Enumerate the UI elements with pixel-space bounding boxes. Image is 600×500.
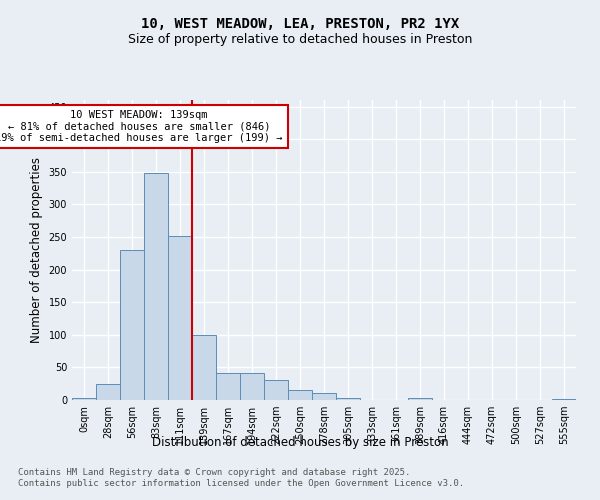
Bar: [552, 398, 576, 400]
Bar: [72, 398, 96, 400]
Bar: [312, 393, 336, 400]
Bar: [96, 384, 120, 400]
Bar: [264, 380, 288, 400]
Y-axis label: Number of detached properties: Number of detached properties: [30, 157, 43, 343]
Text: 10, WEST MEADOW, LEA, PRESTON, PR2 1YX: 10, WEST MEADOW, LEA, PRESTON, PR2 1YX: [141, 18, 459, 32]
Bar: [144, 173, 168, 400]
Text: 10 WEST MEADOW: 139sqm
← 81% of detached houses are smaller (846)
19% of semi-de: 10 WEST MEADOW: 139sqm ← 81% of detached…: [0, 110, 283, 143]
Bar: [336, 398, 360, 400]
Bar: [408, 398, 432, 400]
Bar: [240, 372, 264, 400]
Bar: [168, 236, 192, 400]
Bar: [192, 335, 216, 400]
Bar: [120, 250, 144, 400]
Text: Size of property relative to detached houses in Preston: Size of property relative to detached ho…: [128, 32, 472, 46]
Bar: [216, 372, 240, 400]
Text: Contains HM Land Registry data © Crown copyright and database right 2025.
Contai: Contains HM Land Registry data © Crown c…: [18, 468, 464, 487]
Bar: [288, 390, 312, 400]
Text: Distribution of detached houses by size in Preston: Distribution of detached houses by size …: [152, 436, 448, 449]
